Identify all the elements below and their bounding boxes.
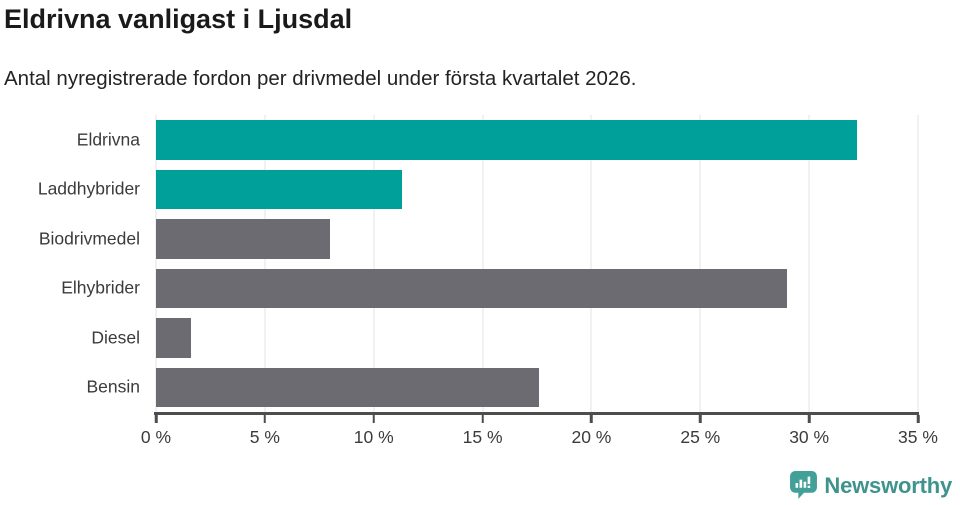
- tick-label-20: 20 %: [571, 427, 612, 447]
- gridline-5: [264, 115, 266, 412]
- gridline-25: [699, 115, 701, 412]
- tick-mark-0: [154, 415, 158, 423]
- tick-mark-5: [263, 415, 267, 423]
- bar-rows: Eldrivna Laddhybrider Biodrivmedel Elhybrid…: [38, 115, 918, 413]
- bar-eldrivna: [156, 120, 858, 160]
- chart-row: Elhybrider: [61, 264, 918, 314]
- category-label: Elhybrider: [61, 277, 140, 298]
- tick-mark-20: [590, 415, 593, 423]
- gridline-0: [155, 115, 157, 412]
- gridline-30: [808, 115, 810, 412]
- tick-label-35: 35 %: [898, 427, 938, 447]
- category-label: Bensin: [86, 376, 140, 397]
- gridline-10: [373, 115, 375, 412]
- chart-row: Laddhybrider: [38, 165, 918, 215]
- tick-label-15: 15 %: [462, 427, 503, 447]
- newsworthy-logo-icon: [790, 471, 818, 499]
- tick-label-10: 10 %: [353, 427, 394, 447]
- bar-laddhybrider: [156, 169, 403, 209]
- tick-label-30: 30 %: [789, 427, 830, 447]
- chart-row: Diesel: [91, 313, 918, 363]
- gridline-15: [482, 115, 484, 412]
- tick-mark-30: [807, 415, 811, 423]
- gridline-35: [917, 115, 919, 412]
- chart-row: Biodrivmedel: [39, 214, 918, 264]
- chart-title: Eldrivna vanligast i Ljusdal: [4, 4, 353, 34]
- category-label: Laddhybrider: [37, 178, 140, 199]
- category-label: Biodrivmedel: [38, 228, 140, 249]
- brand-name: Newsworthy: [824, 473, 952, 498]
- tick-label-25: 25 %: [680, 427, 721, 447]
- brand-footer: Newsworthy: [790, 471, 952, 501]
- chart-row: Bensin: [86, 363, 918, 413]
- tick-mark-25: [699, 415, 702, 423]
- bar-biodrivmedel: [156, 219, 331, 259]
- bar-diesel: [156, 318, 191, 358]
- bar-elhybrider: [156, 268, 788, 308]
- tick-mark-15: [481, 415, 484, 423]
- chart-row: Eldrivna: [77, 115, 918, 165]
- bar-chart-plot: Eldrivna Laddhybrider Biodrivmedel Elhybrid…: [38, 115, 938, 447]
- category-label: Diesel: [91, 327, 140, 348]
- tick-mark-10: [372, 415, 375, 423]
- category-label: Eldrivna: [76, 129, 140, 150]
- tick-label-5: 5 %: [249, 427, 280, 447]
- tick-mark-35: [916, 415, 920, 423]
- tick-label-0: 0 %: [140, 427, 172, 447]
- chart-subtitle: Antal nyregistrerade fordon per drivmede…: [4, 67, 637, 90]
- x-axis-line: [154, 412, 919, 415]
- bar-bensin: [156, 367, 540, 407]
- gridline-20: [590, 115, 592, 412]
